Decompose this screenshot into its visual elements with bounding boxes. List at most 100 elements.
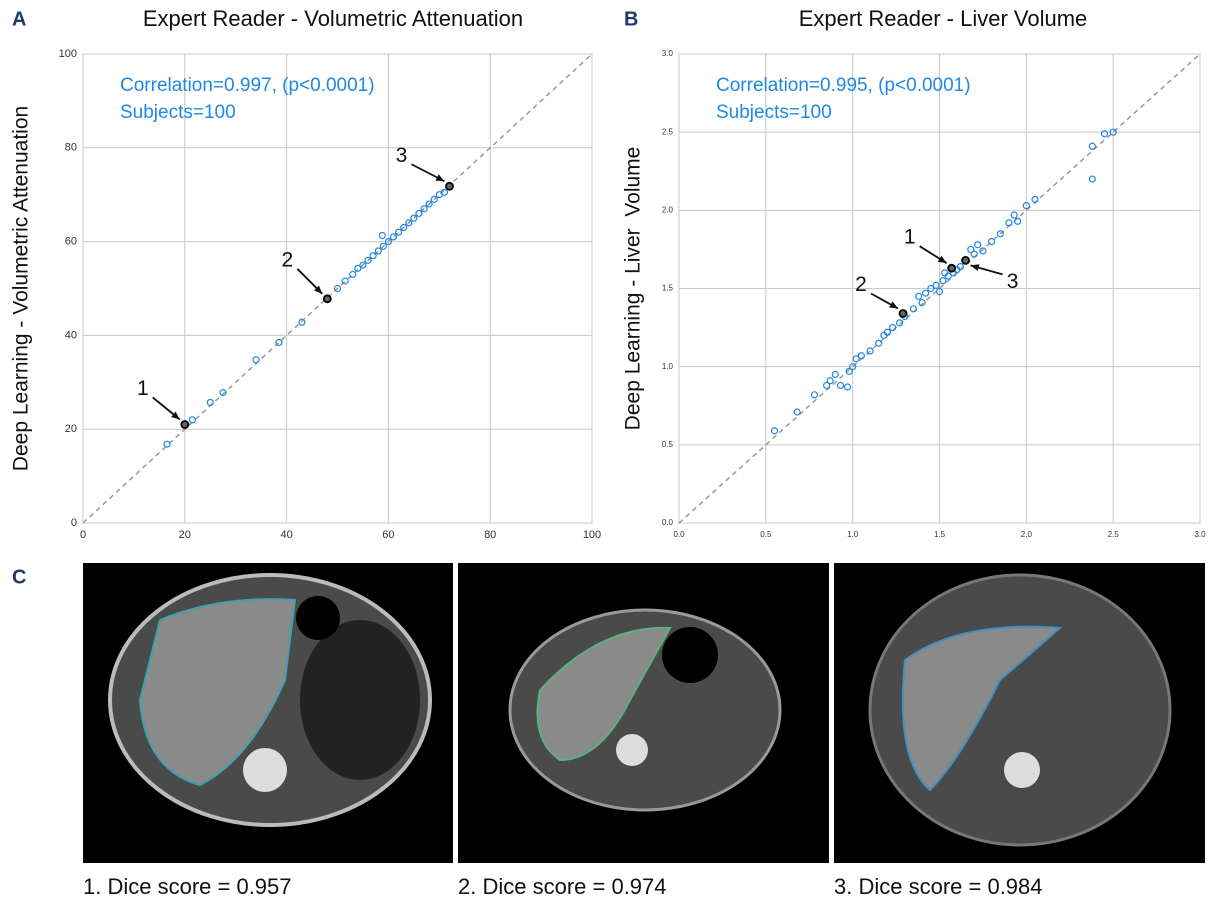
point (843, 383, 852, 391)
point (425, 200, 433, 208)
x-tick-label: 20 (179, 529, 191, 541)
point (1005, 219, 1013, 227)
y-tick-label: 0.0 (662, 518, 674, 527)
point (944, 272, 952, 280)
x-tick-label: 2.0 (1021, 530, 1033, 539)
arrow-head (435, 174, 445, 182)
point (895, 319, 904, 327)
point (405, 219, 413, 227)
point (909, 305, 918, 313)
x-tick-label: 80 (484, 529, 496, 541)
point (364, 256, 372, 264)
point (927, 284, 935, 293)
point (359, 261, 367, 269)
caption: 1. Dice score = 0.957 (83, 874, 292, 899)
x-tick-label: 0.5 (760, 530, 772, 539)
y-tick-label: 1.0 (662, 362, 674, 371)
annotation: Correlation=0.997, (p<0.0001) (120, 75, 375, 96)
point (1100, 130, 1109, 138)
point (883, 328, 892, 336)
point (1088, 175, 1096, 183)
arrow-head (937, 255, 947, 264)
point (349, 270, 357, 279)
point (935, 288, 944, 296)
point (298, 318, 306, 326)
point (939, 277, 947, 285)
point (852, 355, 860, 363)
point (810, 391, 819, 399)
identity-line (82, 53, 593, 524)
point (970, 250, 978, 258)
point (440, 188, 448, 196)
caption: 2. Dice score = 0.974 (458, 874, 667, 899)
x-tick-label: 60 (382, 529, 394, 541)
chart-title: Expert Reader - Volumetric Attenuation (143, 6, 523, 31)
point (275, 338, 283, 347)
point (967, 245, 975, 254)
point (770, 427, 779, 435)
point (400, 223, 408, 232)
point (378, 231, 386, 240)
point (974, 241, 982, 249)
highlight-label: 1 (137, 377, 149, 400)
y-tick-label: 80 (65, 142, 77, 154)
x-tick-label: 1.5 (934, 530, 946, 539)
ct-image (83, 563, 453, 863)
y-tick-label: 0.5 (662, 440, 674, 449)
point (354, 264, 362, 272)
point (866, 347, 874, 355)
ct-image (834, 563, 1205, 863)
highlight-point (947, 263, 957, 273)
chart-title: Expert Reader - Liver Volume (799, 6, 1088, 31)
point (918, 298, 926, 307)
arrow-head (313, 285, 323, 294)
highlight-point (180, 420, 190, 429)
point (836, 381, 845, 390)
point (384, 238, 392, 246)
x-tick-label: 1.0 (847, 530, 859, 539)
highlight-point (898, 309, 908, 318)
y-tick-label: 0 (71, 517, 77, 529)
caption: 3. Dice score = 0.984 (834, 874, 1043, 899)
point (1022, 202, 1030, 210)
point (1088, 142, 1096, 150)
x-tick-label: 2.5 (1108, 530, 1120, 539)
panel-label: C (12, 566, 26, 588)
y-tick-label: 3.0 (662, 49, 674, 58)
arrow-head (970, 264, 980, 271)
point (430, 195, 438, 203)
panel-label: A (12, 8, 26, 30)
point (420, 205, 428, 213)
point (1010, 211, 1018, 219)
x-tick-label: 3.0 (1194, 530, 1206, 539)
point (987, 238, 996, 246)
point (889, 323, 897, 332)
point (979, 247, 987, 255)
x-tick-label: 100 (583, 529, 601, 541)
y-tick-label: 20 (65, 423, 77, 435)
highlight-point (322, 294, 332, 304)
arrow-head (889, 301, 899, 309)
point (793, 408, 801, 416)
point (1031, 195, 1039, 203)
annotation: Subjects=100 (716, 102, 832, 123)
point (369, 252, 377, 260)
y-axis-label: Deep Learning - Volumetric Attenuation (10, 106, 33, 471)
point (219, 389, 227, 397)
y-axis-label: Deep Learning - Liver Volume (622, 147, 645, 431)
arrow-head (171, 411, 180, 420)
point (831, 370, 839, 379)
highlight-label: 2 (281, 248, 293, 271)
point (823, 381, 831, 390)
highlight-point (961, 255, 970, 265)
point (163, 440, 171, 448)
highlight-label: 1 (904, 226, 916, 249)
highlight-label: 2 (855, 273, 867, 296)
point (826, 377, 834, 385)
y-tick-label: 2.5 (662, 127, 674, 136)
y-tick-label: 1.5 (662, 284, 674, 293)
annotation: Subjects=100 (120, 102, 236, 123)
y-tick-label: 2.0 (662, 205, 674, 214)
y-tick-label: 40 (65, 329, 77, 341)
